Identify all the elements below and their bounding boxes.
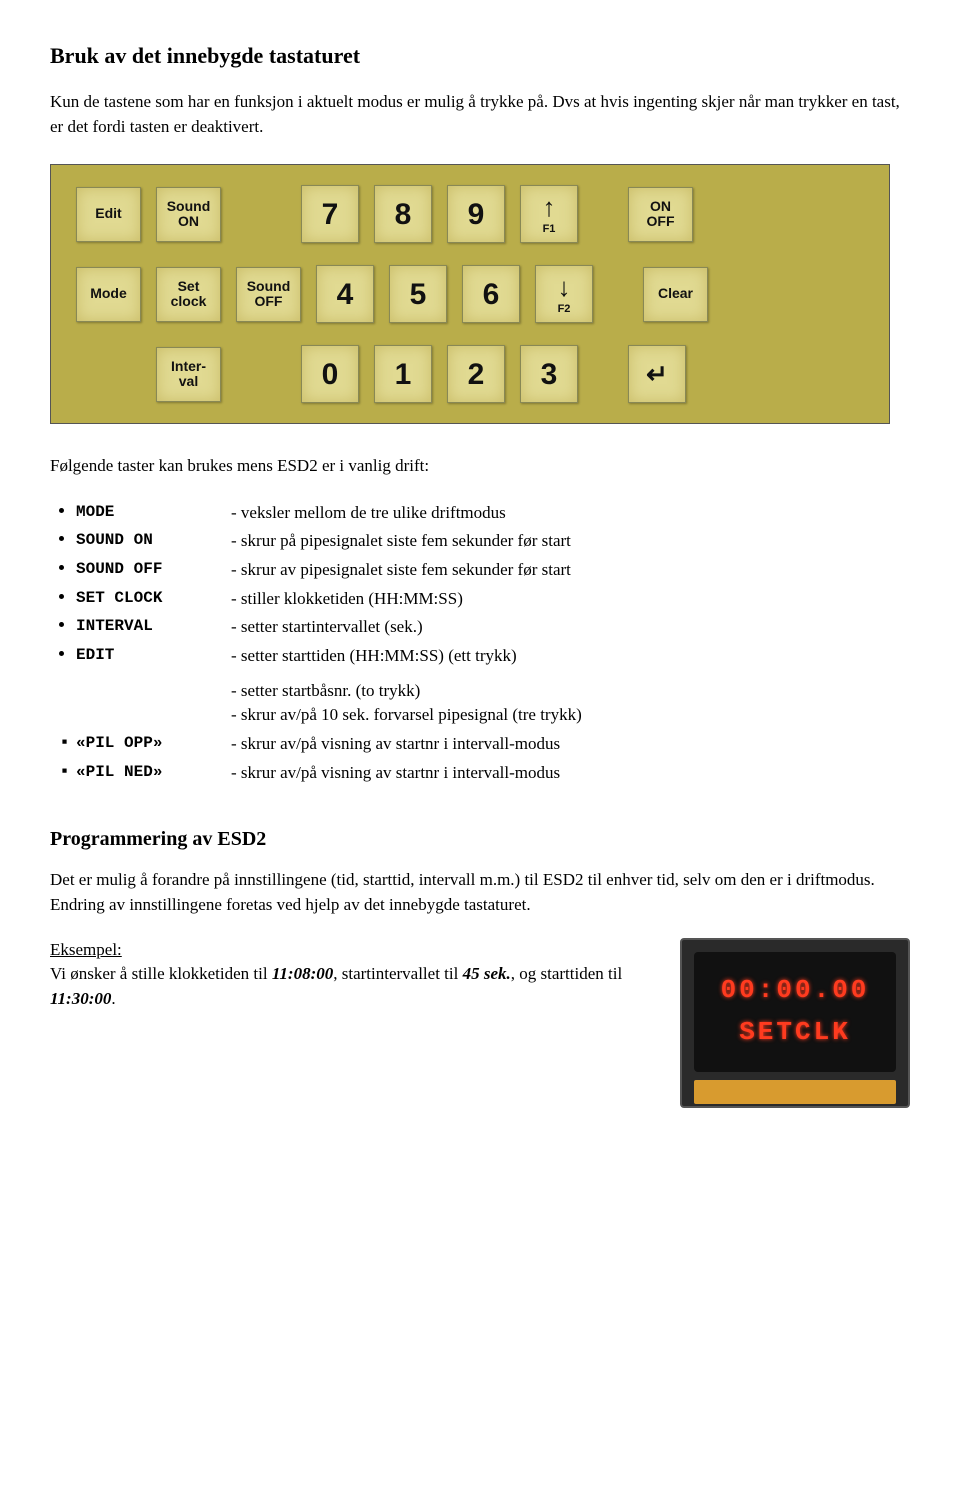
- key-name: SOUND OFF: [76, 558, 231, 583]
- example-text-c: , og starttiden til: [511, 964, 622, 983]
- key-2: 2: [447, 345, 505, 403]
- key-f2-label: F2: [558, 303, 571, 315]
- device-base: [694, 1080, 896, 1104]
- example-time-1: 11:08:00: [272, 964, 333, 983]
- device-line-1: 00:00.00: [721, 972, 870, 1010]
- key-6: 6: [462, 265, 520, 323]
- example-label: Eksempel:: [50, 938, 650, 963]
- device-photo: 00:00.00 SETCLK: [680, 938, 910, 1108]
- section-title-programming: Programmering av ESD2: [50, 825, 910, 854]
- device-screen: 00:00.00 SETCLK: [694, 952, 896, 1072]
- key-name: MODE: [76, 501, 231, 526]
- taster-intro: Følgende taster kan brukes mens ESD2 er …: [50, 454, 910, 479]
- key-desc: - veksler mellom de tre ulike driftmodus: [231, 501, 910, 526]
- keyboard-row-2: Mode Set clock Sound OFF 4 5 6 ↓ F2 Clea…: [76, 265, 864, 323]
- key-desc: - skrur av/på visning av startnr i inter…: [231, 732, 910, 757]
- key-mode: Mode: [76, 267, 141, 322]
- example-block: Eksempel: Vi ønsker å stille klokketiden…: [50, 938, 910, 1108]
- keyboard-row-3: Inter- val 0 1 2 3 ↵: [76, 345, 864, 403]
- key-sound-on: Sound ON: [156, 187, 221, 242]
- edit-extra-line: - setter startbåsnr. (to trykk): [231, 679, 910, 704]
- key-desc: - skrur av/på visning av startnr i inter…: [231, 761, 910, 786]
- arrow-down-icon: ↓: [558, 273, 571, 302]
- list-item: «PIL OPP» - skrur av/på visning av start…: [76, 730, 910, 757]
- key-name: INTERVAL: [76, 615, 231, 640]
- key-desc: - skrur på pipesignalet siste fem sekund…: [231, 529, 910, 554]
- key-arrow-down: ↓ F2: [535, 265, 593, 323]
- keyboard-photo: Edit Sound ON 7 8 9 ↑ F1 ON OFF Mode Set…: [50, 164, 890, 424]
- key-0: 0: [301, 345, 359, 403]
- keyboard-row-1: Edit Sound ON 7 8 9 ↑ F1 ON OFF: [76, 185, 864, 243]
- key-on-off: ON OFF: [628, 187, 693, 242]
- key-1: 1: [374, 345, 432, 403]
- key-desc: - setter starttiden (HH:MM:SS) (ett tryk…: [231, 644, 910, 669]
- example-time-2: 45 sek.: [463, 964, 511, 983]
- key-9: 9: [447, 185, 505, 243]
- key-clear: Clear: [643, 267, 708, 322]
- list-item: SET CLOCK - stiller klokketiden (HH:MM:S…: [76, 585, 910, 612]
- device-line-2: SETCLK: [739, 1014, 851, 1052]
- key-edit: Edit: [76, 187, 141, 242]
- list-item: «PIL NED» - skrur av/på visning av start…: [76, 759, 910, 786]
- list-item: INTERVAL - setter startintervallet (sek.…: [76, 613, 910, 640]
- key-arrow-up: ↑ F1: [520, 185, 578, 243]
- key-name: SET CLOCK: [76, 587, 231, 612]
- key-enter: ↵: [628, 345, 686, 403]
- example-sentence: Vi ønsker å stille klokketiden til 11:08…: [50, 962, 650, 1011]
- arrow-up-icon: ↑: [543, 193, 556, 222]
- key-name: «PIL OPP»: [76, 732, 231, 757]
- section-title-keyboard: Bruk av det innebygde tastaturet: [50, 40, 910, 72]
- list-item: EDIT - setter starttiden (HH:MM:SS) (ett…: [76, 642, 910, 669]
- list-item: SOUND OFF - skrur av pipesignalet siste …: [76, 556, 910, 583]
- key-4: 4: [316, 265, 374, 323]
- key-desc: - skrur av pipesignalet siste fem sekund…: [231, 558, 910, 583]
- list-item: SOUND ON - skrur på pipesignalet siste f…: [76, 527, 910, 554]
- key-desc: - setter startintervallet (sek.): [231, 615, 910, 640]
- example-time-3: 11:30:00: [50, 989, 111, 1008]
- edit-extra-line: - skrur av/på 10 sek. forvarsel pipesign…: [231, 703, 910, 728]
- key-name: «PIL NED»: [76, 761, 231, 786]
- example-text-b: , startintervallet til: [333, 964, 462, 983]
- intro-paragraph: Kun de tastene som har en funksjon i akt…: [50, 90, 910, 139]
- key-desc: - stiller klokketiden (HH:MM:SS): [231, 587, 910, 612]
- list-item: MODE - veksler mellom de tre ulike drift…: [76, 499, 910, 526]
- key-name: EDIT: [76, 644, 231, 669]
- key-sound-off: Sound OFF: [236, 267, 301, 322]
- key-3: 3: [520, 345, 578, 403]
- key-name: SOUND ON: [76, 529, 231, 554]
- key-set-clock: Set clock: [156, 267, 221, 322]
- pil-list: «PIL OPP» - skrur av/på visning av start…: [50, 730, 910, 785]
- key-function-list: MODE - veksler mellom de tre ulike drift…: [50, 499, 910, 669]
- key-7: 7: [301, 185, 359, 243]
- key-f1-label: F1: [543, 223, 556, 235]
- key-5: 5: [389, 265, 447, 323]
- example-text-a: Vi ønsker å stille klokketiden til: [50, 964, 272, 983]
- key-8: 8: [374, 185, 432, 243]
- key-interval: Inter- val: [156, 347, 221, 402]
- programming-paragraph: Det er mulig å forandre på innstillingen…: [50, 868, 910, 917]
- example-text-d: .: [111, 989, 115, 1008]
